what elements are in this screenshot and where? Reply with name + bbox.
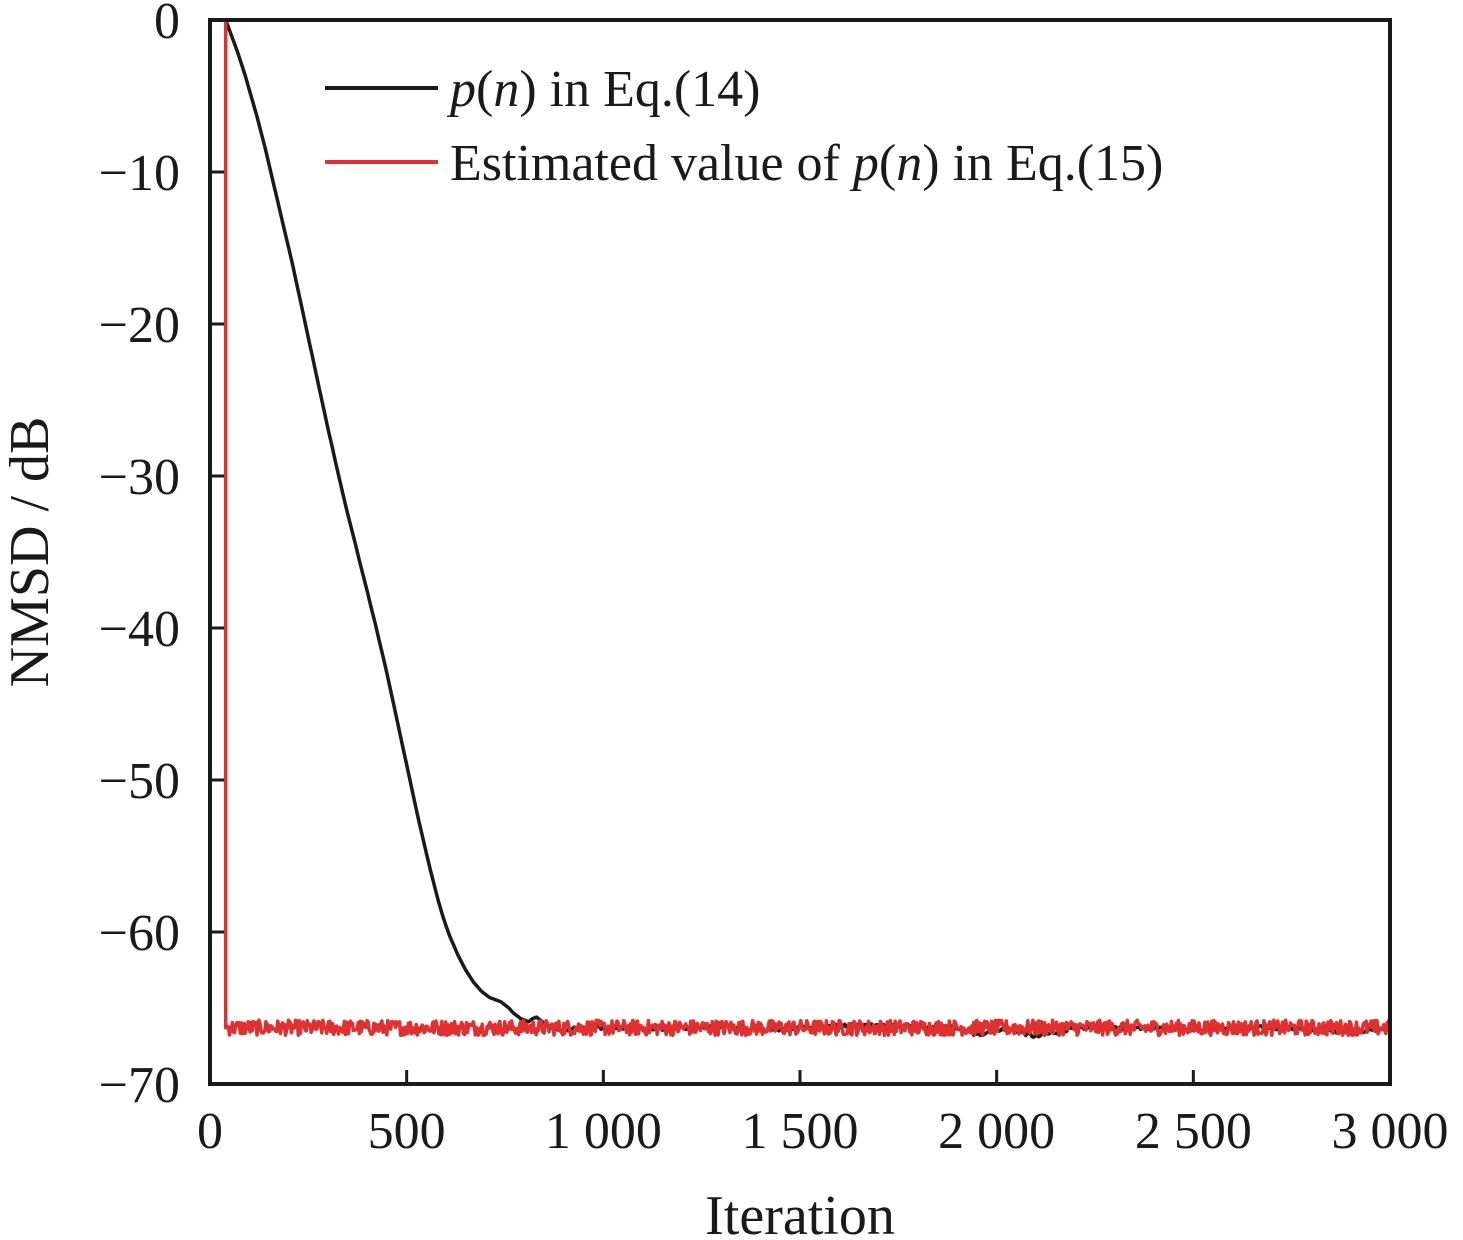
ticks-layer: 0 500 1 000 1 500 2 000 2 500 3 000 0 −10 −20 −30 −… bbox=[99, 0, 1449, 1160]
legend: p(n) in Eq.(14) Estimated value of p(n) … bbox=[325, 61, 1163, 192]
y-tick-label: −40 bbox=[99, 601, 180, 658]
legend-label-estimated-eq15: Estimated value of p(n) in Eq.(15) bbox=[450, 135, 1163, 192]
x-tick-label: 500 bbox=[368, 1103, 446, 1160]
series-layer bbox=[223, 20, 1390, 1040]
x-tick-label: 3 000 bbox=[1332, 1103, 1449, 1160]
x-tick-label: 0 bbox=[197, 1103, 223, 1160]
legend-label-post: ) in Eq.(15) bbox=[922, 135, 1163, 192]
y-tick-label: −60 bbox=[99, 905, 180, 962]
x-tick-label: 1 500 bbox=[742, 1103, 859, 1160]
series-line-estimated-eq15 bbox=[223, 20, 1390, 1038]
y-tick-label: 0 bbox=[154, 0, 180, 50]
legend-label-pn-eq14: p(n) in Eq.(14) bbox=[446, 61, 761, 118]
legend-label-post: ) in Eq.(14) bbox=[519, 61, 760, 118]
y-tick-label: −30 bbox=[99, 449, 180, 506]
x-axis-title: Iteration bbox=[705, 1185, 895, 1240]
y-tick-label: −70 bbox=[99, 1057, 180, 1114]
x-tick-label: 2 500 bbox=[1135, 1103, 1252, 1160]
legend-label-mid: ( bbox=[879, 135, 896, 192]
legend-label-arg: n bbox=[493, 61, 519, 118]
legend-label-mid: ( bbox=[476, 61, 493, 118]
y-tick-label: −50 bbox=[99, 753, 180, 810]
x-tick-label: 1 000 bbox=[545, 1103, 662, 1160]
y-tick-label: −20 bbox=[99, 297, 180, 354]
legend-label-sym: p bbox=[849, 135, 879, 192]
y-tick-label: −10 bbox=[99, 145, 180, 202]
x-tick-label: 2 000 bbox=[938, 1103, 1055, 1160]
legend-label-pre: Estimated value of bbox=[450, 135, 853, 192]
legend-label-sym: p bbox=[446, 61, 476, 118]
legend-label-arg: n bbox=[896, 135, 922, 192]
y-axis-title: NMSD / dB bbox=[0, 417, 61, 688]
